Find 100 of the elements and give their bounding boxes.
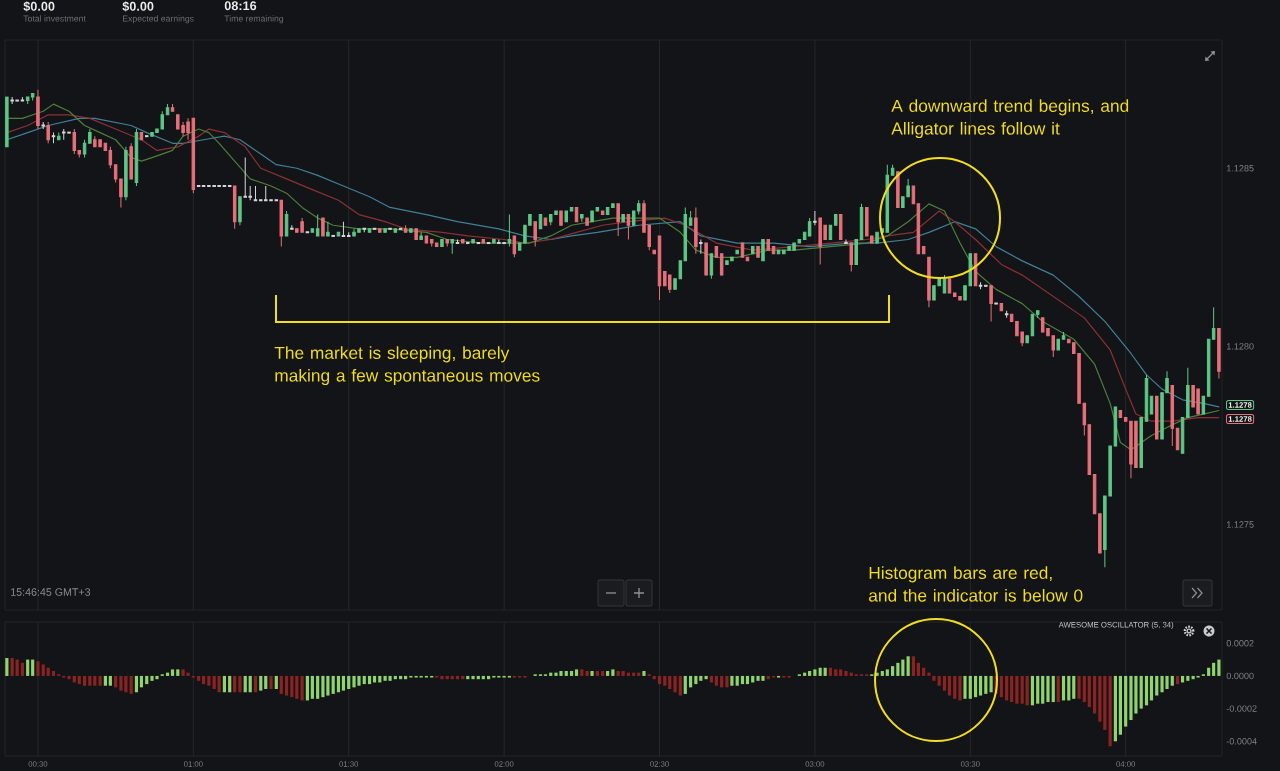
candlestick — [434, 242, 439, 248]
bar — [885, 669, 889, 676]
candlestick — [36, 89, 40, 130]
bar — [67, 675, 71, 680]
bar — [668, 675, 672, 689]
bar — [197, 675, 201, 681]
y-tick-label: 1.1285 — [1226, 165, 1254, 172]
candlestick — [761, 238, 765, 262]
candlestick — [41, 121, 45, 130]
bar — [580, 669, 584, 676]
bar — [466, 675, 470, 680]
candlestick — [512, 235, 517, 258]
bar — [901, 659, 905, 676]
bar — [455, 675, 460, 680]
bar — [316, 675, 320, 699]
bar — [404, 675, 408, 680]
candlestick — [719, 253, 724, 276]
bar — [922, 667, 926, 676]
candlestick — [994, 302, 998, 305]
candlestick — [455, 238, 460, 245]
candlestick — [383, 228, 387, 233]
candlestick — [704, 242, 708, 276]
candlestick — [1170, 385, 1175, 447]
bar — [336, 675, 341, 693]
bar — [1098, 675, 1102, 722]
bar — [616, 671, 620, 676]
annotation: The market is sleeping, barely making a few spontaneous moves — [274, 346, 540, 386]
bar — [77, 675, 81, 685]
candlestick — [766, 238, 771, 251]
bar — [145, 675, 149, 685]
candlestick — [196, 185, 201, 188]
bar — [595, 671, 599, 676]
text: $0.00 — [23, 1, 55, 12]
candlestick — [409, 228, 413, 233]
text: 08:16 — [224, 1, 257, 11]
candlestick — [331, 234, 335, 237]
text: Total investment — [23, 15, 86, 22]
bar — [642, 671, 646, 676]
candlestick — [543, 217, 548, 226]
bar — [834, 669, 838, 676]
bar — [663, 675, 667, 686]
candlestick — [72, 128, 77, 155]
bar — [564, 671, 568, 676]
bar — [880, 671, 884, 676]
candlestick — [476, 242, 481, 245]
bar — [906, 656, 910, 676]
bar — [606, 671, 610, 676]
bar — [1087, 675, 1091, 707]
bar — [673, 675, 677, 693]
bar — [176, 669, 180, 676]
bar — [891, 666, 895, 676]
bar — [165, 672, 170, 676]
bar — [98, 675, 102, 686]
bar — [1046, 675, 1050, 703]
candlestick — [284, 210, 289, 237]
text: $0.00 — [122, 1, 154, 12]
candlestick — [600, 210, 605, 216]
bar — [590, 671, 594, 676]
candlestick — [564, 210, 569, 223]
y-tick-label: -0.0002 — [1226, 705, 1257, 712]
annotation: 15:46:45 GMT+3 — [11, 588, 91, 596]
candlestick — [833, 214, 838, 226]
bar — [657, 675, 662, 685]
bar — [331, 675, 335, 694]
candlestick — [238, 196, 242, 226]
bar — [694, 675, 698, 685]
bar — [31, 659, 35, 676]
bar — [481, 675, 485, 680]
bar — [844, 671, 848, 676]
bar — [704, 675, 708, 680]
bar — [243, 675, 247, 693]
candlestick — [419, 231, 423, 240]
bar — [823, 667, 827, 676]
bar — [699, 675, 703, 681]
bar — [212, 675, 216, 689]
candlestick — [336, 231, 341, 237]
bar — [1041, 675, 1045, 704]
candlestick — [403, 224, 408, 233]
candlestick — [849, 242, 853, 273]
bar — [1207, 667, 1211, 676]
candlestick — [626, 214, 631, 240]
candlestick — [1025, 335, 1029, 344]
text: Time remaining — [224, 15, 284, 24]
candlestick — [1217, 328, 1221, 379]
bar — [305, 675, 309, 701]
bar — [26, 659, 30, 676]
bar — [88, 675, 92, 686]
bar — [284, 675, 289, 696]
bar — [688, 675, 693, 688]
bar — [108, 675, 112, 686]
bar — [989, 675, 993, 693]
bar — [766, 675, 770, 680]
bar — [828, 667, 833, 676]
bar — [1072, 675, 1076, 699]
candlestick — [30, 92, 35, 102]
bar — [1025, 675, 1029, 706]
candlestick — [756, 246, 760, 258]
candlestick — [398, 227, 403, 230]
bar — [114, 675, 118, 688]
bar — [1108, 675, 1112, 747]
